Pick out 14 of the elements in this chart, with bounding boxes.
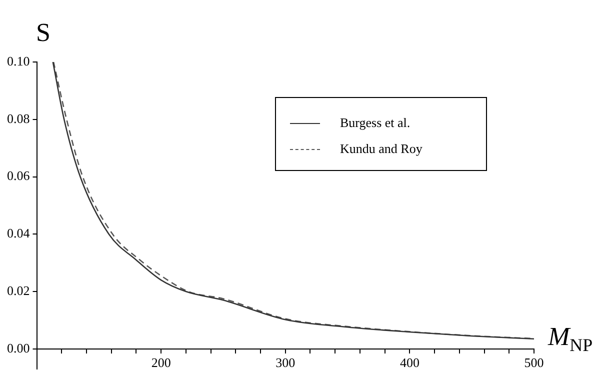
x-tick-label: 300: [276, 355, 296, 370]
legend-label: Burgess et al.: [340, 115, 410, 131]
y-axis-title: S: [36, 18, 50, 48]
x-tick-label: 500: [524, 355, 544, 370]
y-tick-label: 0.10: [7, 53, 30, 68]
y-tick-label: 0.06: [7, 168, 30, 184]
x-tick-label: 400: [400, 355, 420, 370]
x-axis-title: M$_{NP}$: [548, 322, 593, 356]
x-tick-label: 200: [151, 355, 171, 370]
y-tick-label: 0.04: [7, 226, 30, 241]
y-tick-label: 0.00: [7, 340, 30, 356]
y-tick-label: 0.02: [7, 282, 30, 298]
y-tick-label: 0.08: [7, 110, 30, 126]
legend-label: Kundu and Roy: [340, 141, 422, 157]
